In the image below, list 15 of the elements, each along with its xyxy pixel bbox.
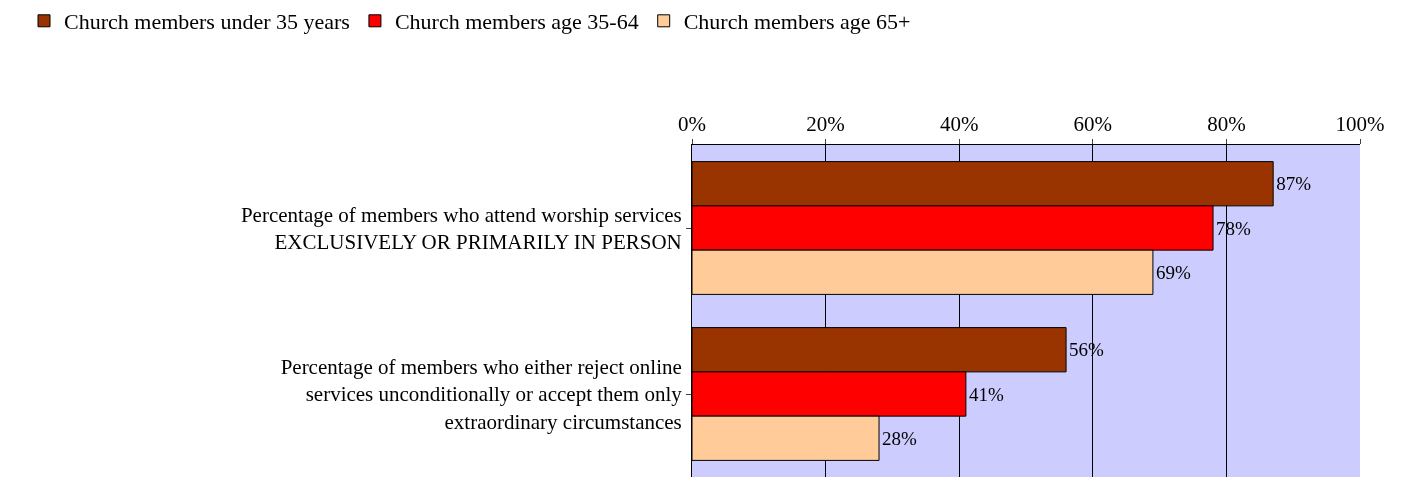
x-tick-label: 40%	[939, 111, 979, 136]
data-label: 87%	[1276, 173, 1312, 195]
x-tick-label: 60%	[1073, 111, 1113, 136]
legend-label: Church members age 35-64	[394, 9, 639, 35]
legend-label: Church members age 65+	[683, 9, 911, 35]
data-label: 41%	[968, 383, 1004, 405]
data-label: 28%	[882, 427, 918, 449]
y-tick-label: Percentage of members who attend worship services EXCLUSIVELY OR PRIMARILY IN PERSON	[240, 202, 682, 254]
legend-label: Church members under 35 years	[64, 9, 350, 35]
x-tick-label: 20%	[806, 111, 845, 136]
x-tick-label: 0%	[678, 111, 706, 136]
y-tick-label: Percentage of members who either reject online services unconditionally or accept them only extraordinary circumstances	[280, 355, 683, 434]
data-label: 69%	[1155, 261, 1191, 283]
x-tick-label: 80%	[1207, 111, 1246, 136]
x-tick-label: 100%	[1335, 111, 1385, 136]
